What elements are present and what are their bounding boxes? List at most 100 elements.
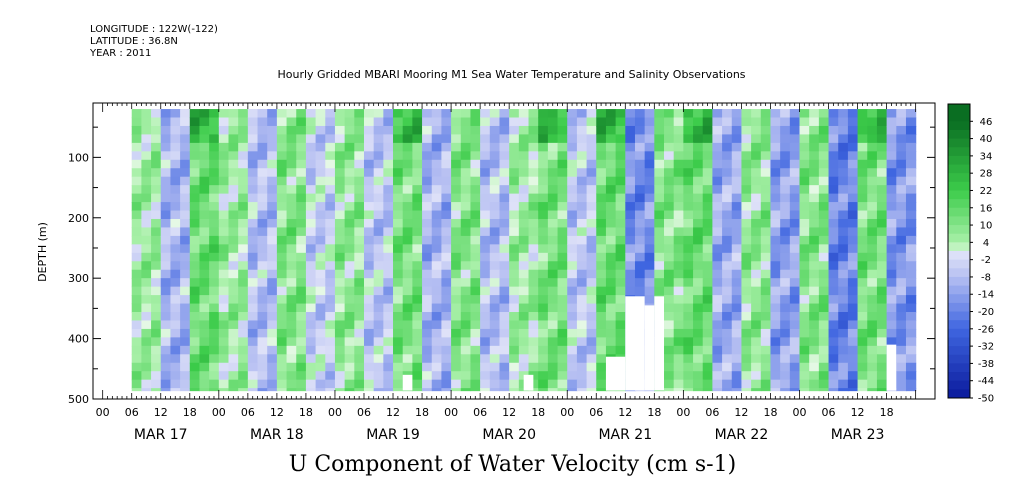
heatmap-cell: [218, 151, 230, 161]
missing-data-gap: [402, 374, 413, 391]
heatmap-cell: [838, 354, 849, 364]
heatmap-cell: [586, 168, 597, 178]
heatmap-cell: [518, 328, 530, 338]
heatmap-cell: [451, 235, 462, 245]
heatmap-cell: [247, 286, 259, 296]
heatmap-cell: [451, 337, 462, 347]
heatmap-cell: [393, 295, 404, 305]
heatmap-cell: [683, 125, 694, 136]
heatmap-cell: [634, 210, 646, 220]
heatmap-cell: [576, 286, 588, 296]
heatmap-cell: [480, 354, 491, 364]
heatmap-cell: [489, 286, 501, 296]
heatmap-cell: [267, 328, 278, 338]
heatmap-cell: [905, 168, 917, 178]
heatmap-cell: [818, 125, 830, 136]
colorbar-swatch: [948, 121, 970, 131]
heatmap-cell: [615, 125, 626, 136]
heatmap-cell: [557, 379, 568, 389]
heatmap-cell: [673, 328, 684, 338]
heatmap-cell: [683, 109, 694, 119]
heatmap-cell: [422, 312, 433, 322]
heatmap-cell: [605, 227, 617, 237]
heatmap-cell: [818, 168, 830, 178]
heatmap-cell: [693, 269, 704, 279]
heatmap-cell: [683, 278, 694, 288]
heatmap-cell: [557, 362, 568, 372]
heatmap-cell: [760, 176, 772, 186]
heatmap-cell: [518, 109, 530, 119]
heatmap-cell: [305, 269, 317, 279]
heatmap-cell: [905, 159, 917, 169]
heatmap-cell: [131, 125, 142, 136]
heatmap-cell: [267, 142, 278, 152]
heatmap-cell: [218, 337, 230, 347]
heatmap-cell: [499, 244, 510, 254]
heatmap-cell: [731, 227, 743, 237]
colorbar-label: 22: [980, 186, 993, 197]
heatmap-cell: [480, 227, 491, 237]
heatmap-cell: [305, 371, 317, 381]
heatmap-cell: [286, 320, 297, 330]
heatmap-cell: [363, 125, 375, 136]
heatmap-cell: [586, 151, 597, 161]
heatmap-cell: [160, 168, 172, 178]
heatmap-cell: [141, 168, 152, 178]
heatmap-cell: [393, 354, 404, 364]
heatmap-cell: [576, 193, 588, 203]
heatmap-cell: [528, 125, 539, 136]
heatmap-cell: [363, 379, 375, 389]
heatmap-cell: [664, 151, 675, 161]
heatmap-cell: [422, 227, 433, 237]
heatmap-cell: [296, 142, 307, 152]
heatmap-cell: [741, 337, 752, 347]
heatmap-cell: [615, 252, 626, 262]
heatmap-cell: [867, 227, 878, 237]
heatmap-cell: [760, 295, 772, 305]
heatmap-cell: [131, 244, 142, 254]
heatmap-cell: [286, 117, 297, 127]
heatmap-cell: [625, 117, 636, 127]
heatmap-cell: [334, 337, 346, 347]
heatmap-cell: [160, 227, 172, 237]
heatmap-cell: [199, 218, 210, 229]
heatmap-cell: [451, 210, 462, 220]
heatmap-cell: [354, 244, 365, 254]
heatmap-cell: [257, 303, 268, 313]
heatmap-cell: [489, 227, 501, 237]
missing-data-gap: [625, 296, 645, 391]
heatmap-cell: [693, 362, 704, 372]
heatmap-cell: [412, 362, 423, 372]
heatmap-cell: [586, 261, 597, 271]
heatmap-cell: [576, 185, 588, 195]
heatmap-cell: [296, 151, 307, 161]
heatmap-cell: [760, 252, 772, 262]
heatmap-cell: [847, 388, 859, 392]
heatmap-cell: [586, 185, 597, 195]
heatmap-cell: [228, 269, 239, 279]
heatmap-cell: [722, 286, 733, 296]
heatmap-cell: [170, 159, 181, 169]
heatmap-cell: [809, 202, 820, 212]
heatmap-cell: [247, 168, 259, 178]
heatmap-cell: [218, 269, 230, 279]
heatmap-cell: [141, 371, 152, 381]
heatmap-cell: [770, 295, 781, 305]
heatmap-cell: [857, 320, 868, 330]
heatmap-cell: [712, 261, 723, 271]
heatmap-cell: [489, 303, 501, 313]
heatmap-cell: [209, 176, 220, 186]
heatmap-cell: [209, 202, 220, 212]
heatmap-cell: [876, 142, 888, 152]
heatmap-cell: [267, 269, 278, 279]
heatmap-cell: [373, 261, 384, 271]
heatmap-cell: [557, 202, 568, 212]
heatmap-cell: [315, 117, 326, 127]
heatmap-cell: [702, 168, 713, 178]
heatmap-cell: [567, 185, 578, 195]
heatmap-cell: [480, 210, 491, 220]
heatmap-cell: [325, 354, 336, 364]
heatmap-cell: [412, 371, 423, 381]
heatmap-cell: [325, 252, 336, 262]
heatmap-cell: [305, 218, 317, 229]
